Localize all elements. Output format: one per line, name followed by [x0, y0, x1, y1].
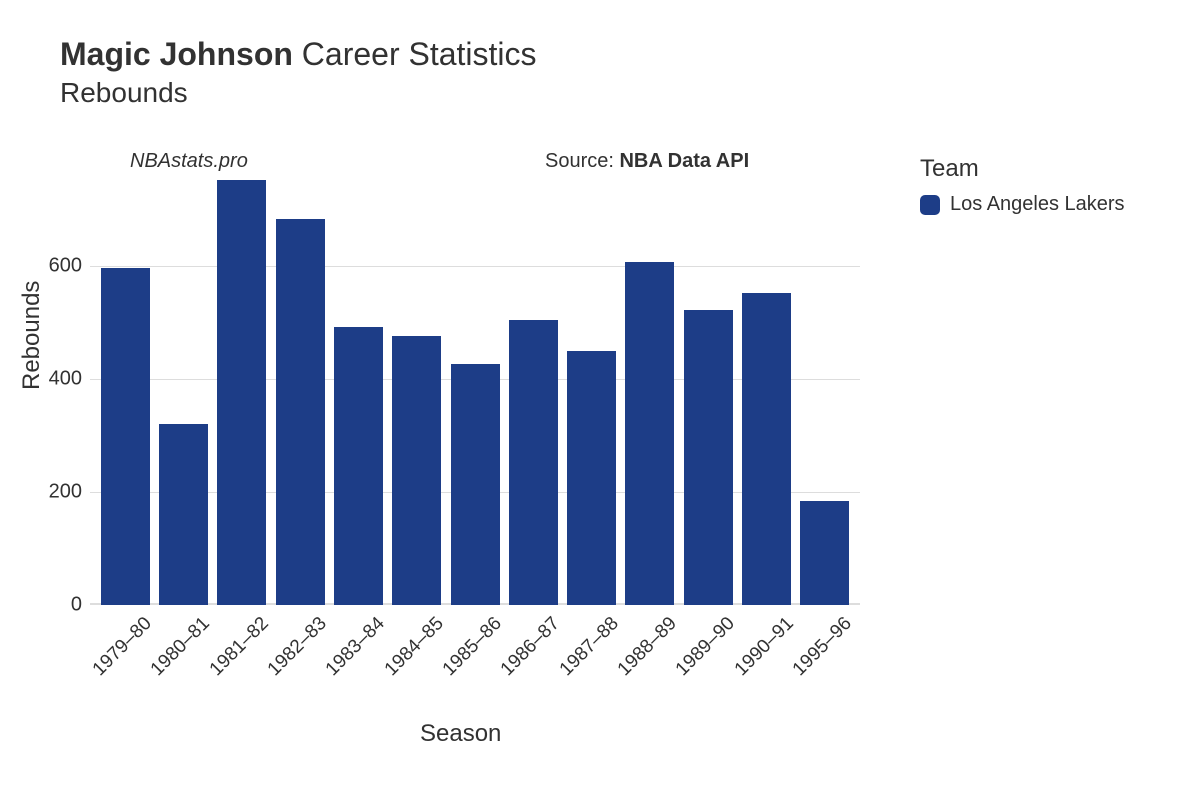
- y-tick-label: 400: [32, 367, 82, 390]
- bar-slot: 1981–82: [213, 175, 271, 605]
- bar: [567, 351, 616, 605]
- bar: [217, 180, 266, 605]
- bar: [509, 320, 558, 605]
- bar-slot: 1979–80: [96, 175, 154, 605]
- chart-title: Magic Johnson Career Statistics: [60, 35, 537, 73]
- legend-swatch: [920, 195, 940, 215]
- bar-slot: 1982–83: [271, 175, 329, 605]
- y-tick-label: 0: [32, 594, 82, 617]
- bar: [276, 219, 325, 605]
- bar: [392, 336, 441, 605]
- bar: [159, 424, 208, 605]
- source-prefix: Source:: [545, 150, 619, 172]
- bars-container: 1979–801980–811981–821982–831983–841984–…: [90, 175, 860, 605]
- bar: [451, 364, 500, 605]
- chart-plot-area: 0200400600 1979–801980–811981–821982–831…: [90, 175, 860, 605]
- y-tick-label: 600: [32, 254, 82, 277]
- bar-slot: 1986–87: [504, 175, 562, 605]
- bar-slot: 1989–90: [679, 175, 737, 605]
- legend: Team Los Angeles Lakers: [920, 155, 1125, 216]
- bar-slot: 1987–88: [563, 175, 621, 605]
- bar: [684, 310, 733, 605]
- chart-subtitle: Rebounds: [60, 77, 537, 109]
- watermark: NBAstats.pro: [130, 150, 248, 173]
- bar: [101, 268, 150, 605]
- bar-slot: 1985–86: [446, 175, 504, 605]
- bar: [800, 501, 849, 605]
- title-rest: Career Statistics: [293, 36, 537, 72]
- bar-slot: 1995–96: [796, 175, 854, 605]
- bar: [742, 293, 791, 605]
- bar: [625, 262, 674, 605]
- bar: [334, 327, 383, 605]
- bar-slot: 1980–81: [154, 175, 212, 605]
- source-name: NBA Data API: [619, 150, 749, 172]
- bar-slot: 1983–84: [329, 175, 387, 605]
- legend-item: Los Angeles Lakers: [920, 193, 1125, 216]
- source-credit: Source: NBA Data API: [545, 150, 749, 173]
- chart-title-block: Magic Johnson Career Statistics Rebounds: [60, 35, 537, 109]
- x-axis-label: Season: [420, 720, 501, 748]
- bar-slot: 1988–89: [621, 175, 679, 605]
- legend-title: Team: [920, 155, 1125, 183]
- bar-slot: 1984–85: [388, 175, 446, 605]
- legend-label: Los Angeles Lakers: [950, 193, 1125, 216]
- bar-slot: 1990–91: [737, 175, 795, 605]
- title-player: Magic Johnson: [60, 36, 293, 72]
- y-tick-label: 200: [32, 480, 82, 503]
